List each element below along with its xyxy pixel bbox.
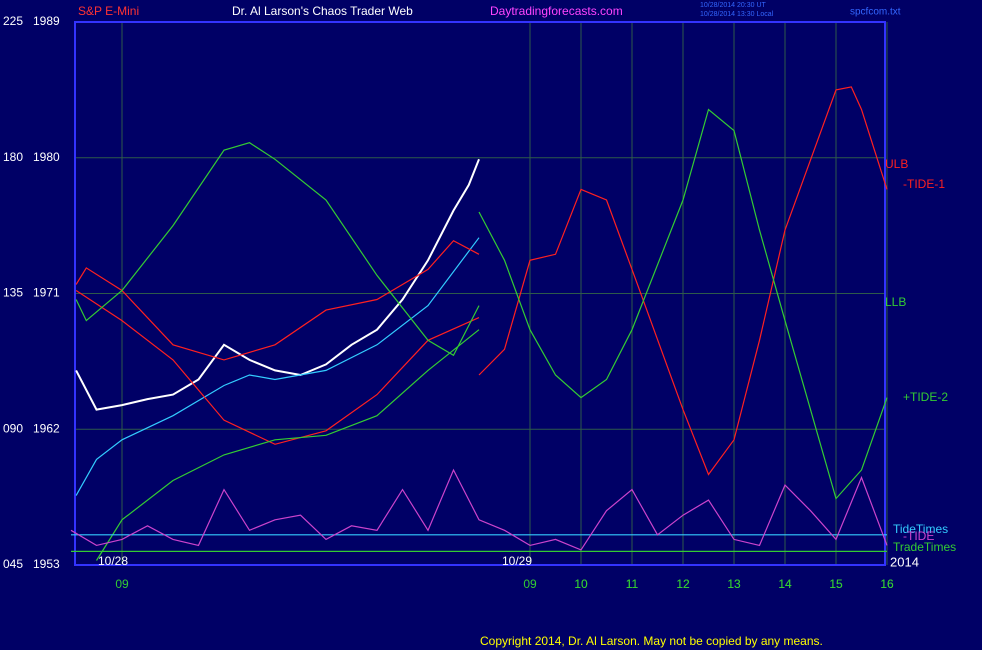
date-label: 10/29: [502, 554, 532, 568]
y2-tick-label: 045: [3, 557, 23, 571]
series-line: [70, 468, 888, 551]
series-line: [75, 289, 480, 445]
legend-label: ULB: [885, 157, 908, 171]
x-tick-label: 13: [727, 577, 741, 591]
x-tick-label: 15: [829, 577, 843, 591]
x-tick-label: 12: [676, 577, 690, 591]
y2-tick-label: 135: [3, 286, 23, 300]
timestamp: 10/28/2014 13:30 Local: [700, 11, 774, 18]
y-tick-label: 1962: [33, 421, 60, 435]
y-tick-label: 1953: [33, 557, 60, 571]
x-tick-label: 11: [626, 577, 639, 591]
legend-label: TideTimes: [893, 522, 948, 536]
y-tick-label: 1989: [33, 14, 60, 28]
x-tick-label: 13: [727, 577, 741, 591]
series-line: [95, 329, 480, 561]
x-tick-label: 12: [676, 577, 690, 591]
legend-label: +TIDE-2: [903, 390, 948, 404]
instrument: S&P E-Mini: [78, 4, 139, 18]
series-line: [75, 237, 480, 496]
x-tick-label: 16: [880, 577, 894, 591]
copyright: Copyright 2014, Dr. Al Larson. May not b…: [480, 634, 823, 648]
date-label: 10/28: [98, 554, 128, 568]
x-tick-label: 09: [523, 577, 537, 591]
x-tick-label: 10: [574, 577, 588, 591]
x-tick-label: 15: [829, 577, 843, 591]
plot-frame: [74, 21, 886, 566]
x-tick-label: 14: [778, 577, 792, 591]
x-tick-label: 11: [626, 577, 639, 591]
y-tick-label: 1971: [33, 286, 60, 300]
x-tick-label: 09: [115, 577, 129, 591]
series-line: [478, 86, 888, 476]
website: Daytradingforecasts.com: [490, 4, 623, 18]
legend-label: -TIDE-1: [903, 177, 945, 191]
y-tick-label: 1980: [33, 150, 60, 164]
y2-tick-label: 090: [3, 421, 23, 435]
series-line: [478, 108, 888, 500]
legend-label: -TIDE: [903, 529, 934, 543]
x-tick-label: 14: [778, 577, 792, 591]
legend-label: TradeTimes: [893, 540, 956, 554]
date-label: 2014: [890, 554, 919, 569]
legend-label: LLB: [885, 295, 906, 309]
series-line: [75, 142, 480, 357]
y2-tick-label: 180: [3, 150, 23, 164]
chart-title: Dr. Al Larson's Chaos Trader Web: [232, 4, 413, 18]
timestamp: 10/28/2014 20:30 UT: [700, 2, 766, 9]
x-tick-label: 10: [574, 577, 588, 591]
series-line: [75, 158, 480, 411]
file-name: spcfcom.txt: [850, 7, 901, 18]
series-line: [75, 239, 480, 361]
x-tick-label: 16: [880, 577, 894, 591]
y2-tick-label: 225: [3, 14, 23, 28]
